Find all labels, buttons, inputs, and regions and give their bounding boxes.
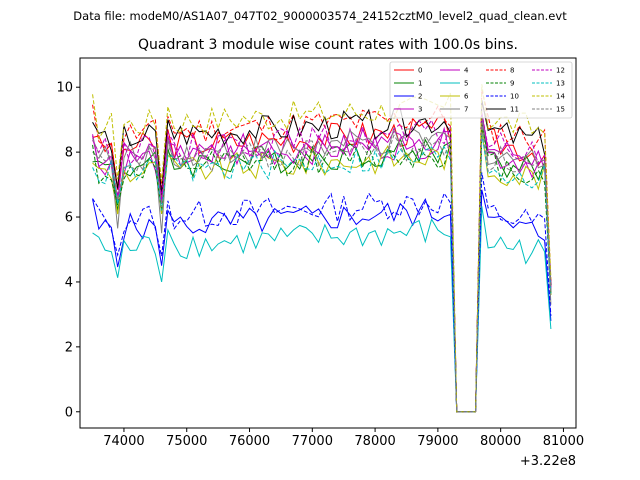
legend-label-6: 6 [464,93,469,101]
x-tick-label: 76000 [229,434,270,449]
x-axis-offset-label: +3.22e8 [520,454,576,469]
x-tick-label: 81000 [543,434,584,449]
series-line-12 [92,112,552,413]
chart-title: Quadrant 3 module wise count rates with … [138,37,518,53]
series-layer [92,84,552,413]
y-tick-label: 0 [65,405,73,420]
legend-label-14: 14 [556,93,565,101]
legend-label-2: 2 [418,93,422,101]
series-line-2 [92,189,552,413]
legend-label-7: 7 [464,106,468,114]
x-tick-label: 79000 [417,434,458,449]
y-tick-label: 6 [65,211,73,226]
legend-label-1: 1 [418,80,422,88]
series-line-13 [92,133,552,413]
legend-label-9: 9 [510,80,514,88]
legend-label-5: 5 [464,80,468,88]
legend-label-0: 0 [418,67,422,75]
legend-label-11: 11 [510,106,519,114]
x-tick-label: 75000 [166,434,207,449]
y-tick-label: 8 [65,146,73,161]
legend-label-13: 13 [556,80,565,88]
legend-label-12: 12 [556,67,565,75]
y-axis: 0 2 4 6 8 10 [56,81,80,420]
legend-label-3: 3 [418,106,422,114]
x-tick-label: 77000 [292,434,333,449]
chart-suptitle: Data file: modeM0/AS1A07_047T02_90000035… [73,9,567,23]
legend-label-8: 8 [510,67,514,75]
series-line-1 [92,128,552,413]
x-axis: 74000 75000 76000 77000 78000 79000 80000 81000 [103,428,584,449]
series-line-14 [92,84,552,413]
x-tick-label: 74000 [103,434,144,449]
axes-frame [79,57,577,429]
x-tick-label: 80000 [480,434,521,449]
y-tick-label: 4 [65,275,73,290]
series-line-15 [92,122,552,413]
y-tick-label: 10 [56,81,73,96]
series-line-5 [92,206,552,413]
y-tick-label: 2 [65,340,73,355]
legend-label-15: 15 [556,106,565,114]
legend-label-10: 10 [510,93,519,101]
legend-box [389,61,573,119]
x-tick-label: 78000 [354,434,395,449]
legend-label-4: 4 [464,67,469,75]
